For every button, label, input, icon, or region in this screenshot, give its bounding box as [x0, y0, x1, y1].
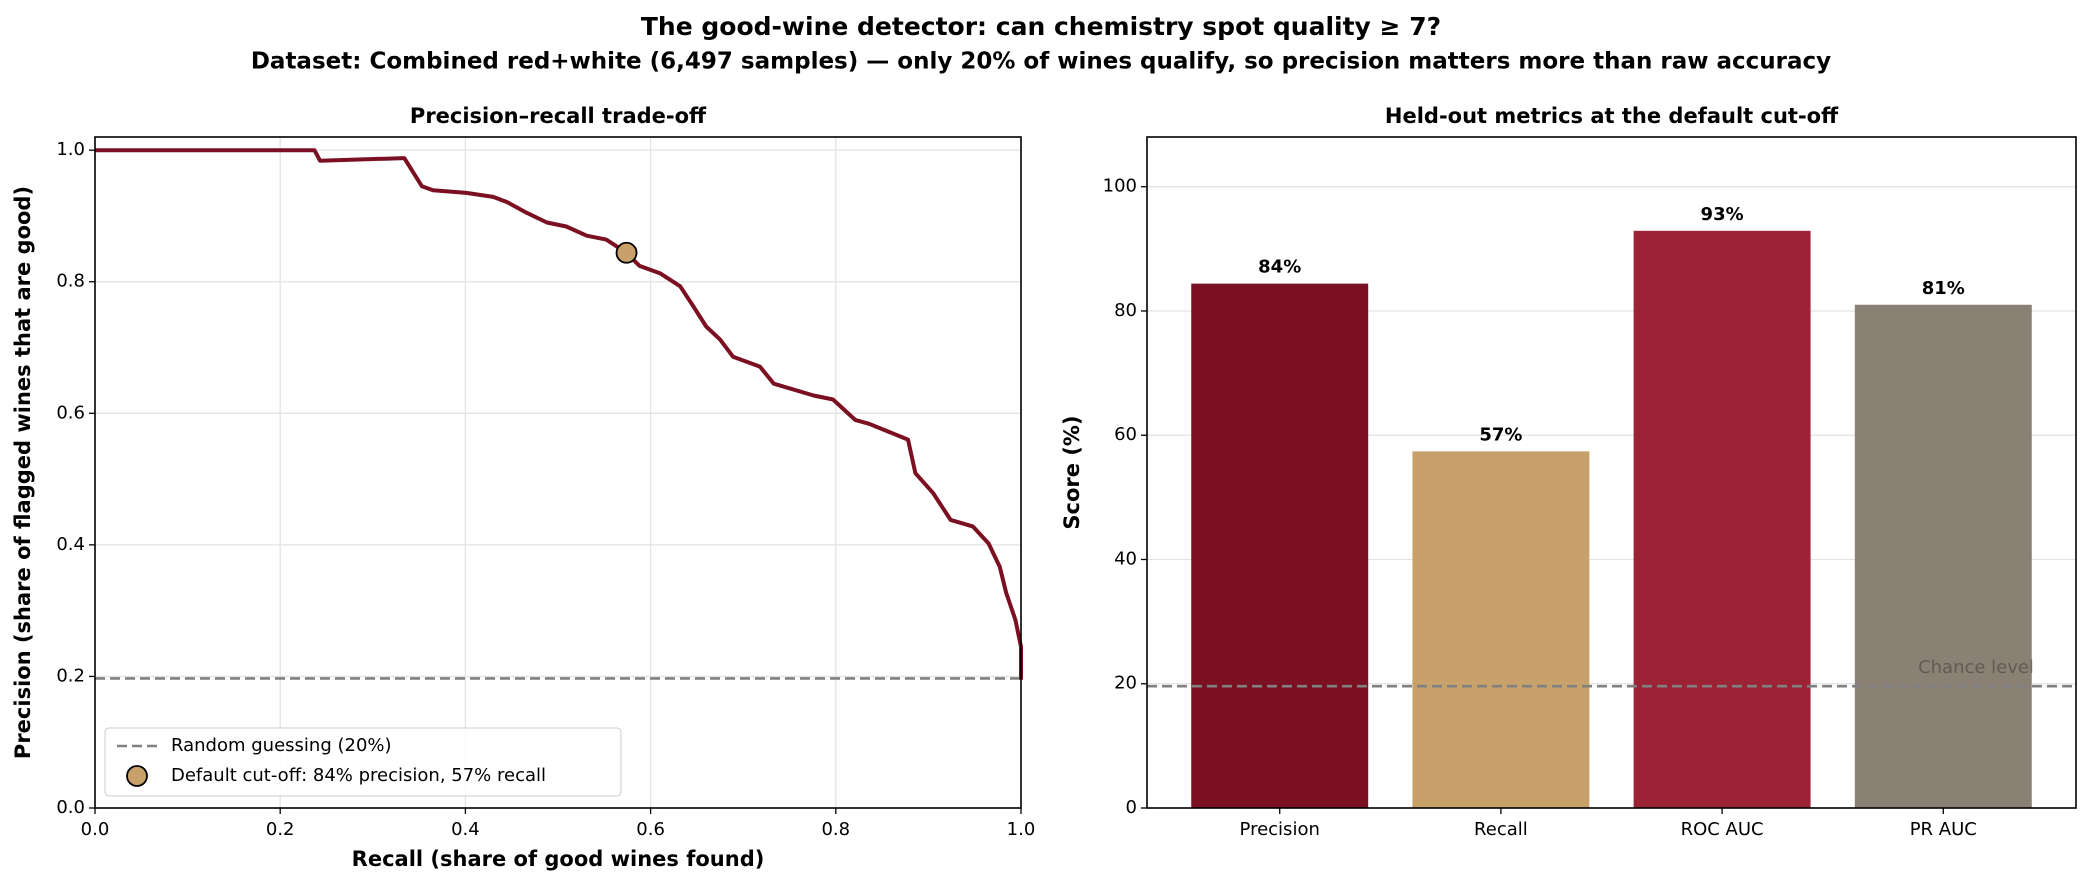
pr-curve [95, 148, 1023, 680]
bar [1854, 304, 2032, 808]
chart-title: Precision–recall trade-off [410, 104, 707, 128]
cutoff-marker [615, 241, 638, 264]
y-tick-label: 0.2 [56, 665, 85, 686]
y-tick-label: 0.4 [56, 534, 85, 555]
x-tick-label: ROC AUC [1681, 819, 1764, 840]
x-tick-label: Precision [1240, 819, 1320, 840]
bar [1191, 283, 1369, 808]
legend-box [104, 727, 622, 797]
reference-label: Chance level [1918, 657, 2034, 678]
legend-swatch [126, 765, 148, 787]
x-tick-label: 0.4 [451, 819, 480, 840]
value-label: 84% [1258, 257, 1301, 278]
figure-subtitle: Dataset: Combined red+white (6,497 sampl… [251, 49, 1831, 75]
axes-frame [94, 136, 1022, 809]
x-tick-label: 0.0 [81, 819, 110, 840]
x-axis-label: Recall (share of good wines found) [352, 847, 765, 871]
y-tick-label: 0 [1126, 797, 1137, 818]
value-label: 81% [1922, 278, 1965, 299]
y-tick-label: 60 [1114, 424, 1137, 445]
y-tick-label: 0.6 [56, 402, 85, 423]
chart-title: Held-out metrics at the default cut-off [1385, 104, 1839, 128]
x-tick-label: Recall [1474, 819, 1528, 840]
y-tick-label: 80 [1114, 300, 1137, 321]
y-axis-label: Precision (share of flagged wines that a… [11, 186, 35, 759]
x-tick-label: 0.2 [266, 819, 295, 840]
x-tick-label: 0.6 [636, 819, 665, 840]
figure-title: The good-wine detector: can chemistry sp… [641, 12, 1441, 41]
x-tick-label: 0.8 [821, 819, 850, 840]
value-label: 93% [1701, 204, 1744, 225]
y-tick-label: 40 [1114, 548, 1137, 569]
y-tick-label: 0.8 [56, 271, 85, 292]
x-tick-label: PR AUC [1910, 819, 1977, 840]
legend-label: Random guessing (20%) [171, 735, 392, 756]
x-tick-label: 1.0 [1007, 819, 1036, 840]
legend-label: Default cut-off: 84% precision, 57% reca… [171, 765, 546, 786]
y-tick-label: 0.0 [56, 797, 85, 818]
y-tick-label: 100 [1103, 176, 1137, 197]
value-label: 57% [1479, 424, 1522, 445]
y-tick-label: 1.0 [56, 139, 85, 160]
axes-frame [1146, 136, 2077, 809]
bar [1412, 451, 1590, 808]
y-tick-label: 20 [1114, 673, 1137, 694]
bar [1633, 230, 1811, 808]
y-axis-label: Score (%) [1060, 415, 1084, 529]
